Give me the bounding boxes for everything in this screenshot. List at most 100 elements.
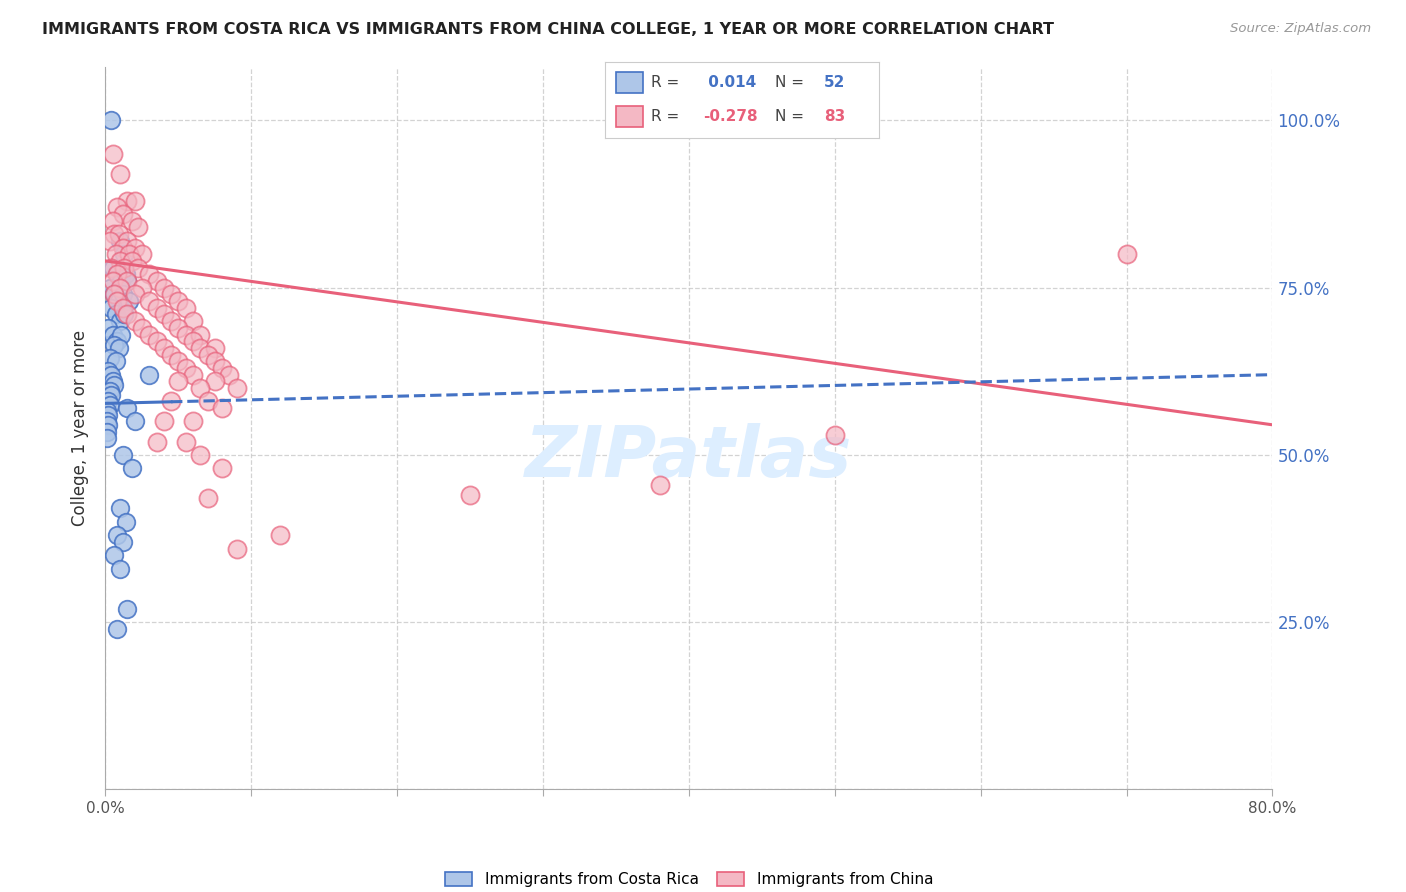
Point xyxy=(105,268,128,282)
Point xyxy=(110,327,132,342)
Point xyxy=(153,281,174,295)
Point xyxy=(121,214,143,228)
Point xyxy=(174,434,197,449)
Point xyxy=(117,401,139,416)
Point xyxy=(105,268,128,282)
Text: R =: R = xyxy=(651,109,679,124)
Point xyxy=(153,308,174,322)
Point xyxy=(100,388,122,402)
Point xyxy=(204,375,226,389)
Point xyxy=(117,308,139,322)
Point xyxy=(174,361,197,376)
Point xyxy=(211,461,233,475)
Point xyxy=(117,194,139,208)
Point xyxy=(174,301,197,315)
Point xyxy=(204,354,226,368)
Point xyxy=(117,274,139,288)
Point xyxy=(97,321,120,335)
Point xyxy=(160,287,183,301)
Point xyxy=(118,247,141,261)
Point xyxy=(124,194,146,208)
Point xyxy=(188,448,211,462)
Point xyxy=(96,415,118,429)
Point xyxy=(108,562,131,576)
Point xyxy=(117,274,139,288)
Point xyxy=(105,334,128,349)
Point xyxy=(145,334,167,349)
Point xyxy=(111,241,134,255)
Point xyxy=(105,622,128,636)
Point xyxy=(115,515,138,529)
Point xyxy=(124,415,146,429)
Point xyxy=(98,281,121,295)
Point xyxy=(103,337,125,351)
Point xyxy=(97,408,120,422)
Point xyxy=(101,327,124,342)
Point xyxy=(107,294,129,309)
Point xyxy=(112,247,135,261)
Point xyxy=(110,274,132,288)
Point xyxy=(100,301,122,315)
Point xyxy=(98,398,121,412)
Point xyxy=(145,274,167,288)
Point xyxy=(181,334,204,349)
Point xyxy=(197,491,219,506)
Point xyxy=(648,478,671,492)
Point xyxy=(100,113,122,128)
Point xyxy=(211,361,233,376)
Point xyxy=(167,375,190,389)
Point xyxy=(181,314,204,328)
Point xyxy=(98,384,121,399)
Point xyxy=(98,351,121,365)
Point xyxy=(138,368,160,382)
Point xyxy=(105,201,128,215)
Text: N =: N = xyxy=(775,75,804,90)
Point xyxy=(160,314,183,328)
Point xyxy=(1115,247,1137,261)
Point xyxy=(108,254,131,268)
Point xyxy=(104,354,127,368)
Text: ZIPatlas: ZIPatlas xyxy=(526,423,852,491)
Point xyxy=(108,234,131,248)
Point xyxy=(145,434,167,449)
Legend: Immigrants from Costa Rica, Immigrants from China: Immigrants from Costa Rica, Immigrants f… xyxy=(439,866,939,892)
Point xyxy=(138,327,160,342)
Point xyxy=(131,321,153,335)
Point xyxy=(458,488,481,502)
Point xyxy=(96,404,118,418)
Point xyxy=(101,260,124,275)
Point xyxy=(101,147,124,161)
Point xyxy=(121,461,143,475)
Point xyxy=(153,341,174,355)
Y-axis label: College, 1 year or more: College, 1 year or more xyxy=(72,330,90,526)
Point xyxy=(131,281,153,295)
Point xyxy=(108,281,131,295)
Text: Source: ZipAtlas.com: Source: ZipAtlas.com xyxy=(1230,22,1371,36)
Point xyxy=(121,254,143,268)
Point xyxy=(225,381,247,395)
Point xyxy=(269,528,292,542)
Point xyxy=(105,294,128,309)
Point xyxy=(104,308,127,322)
Point xyxy=(188,381,211,395)
Point xyxy=(103,548,125,563)
Point xyxy=(117,602,139,616)
Point xyxy=(153,415,174,429)
Point xyxy=(111,535,134,549)
Point xyxy=(138,294,160,309)
Point xyxy=(103,377,125,392)
Point xyxy=(167,321,190,335)
Point xyxy=(111,448,134,462)
Point xyxy=(197,394,219,409)
Point xyxy=(105,528,128,542)
Point xyxy=(124,314,146,328)
Point xyxy=(108,167,131,181)
Text: 83: 83 xyxy=(824,109,845,124)
Point xyxy=(111,301,134,315)
Point xyxy=(101,274,124,288)
Point xyxy=(188,341,211,355)
Point xyxy=(174,327,197,342)
Point xyxy=(127,220,149,235)
Point xyxy=(97,394,120,409)
Point xyxy=(824,428,846,442)
